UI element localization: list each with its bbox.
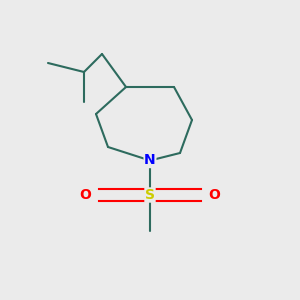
Text: N: N <box>144 154 156 167</box>
Text: O: O <box>80 188 92 202</box>
Text: S: S <box>145 188 155 202</box>
Text: O: O <box>208 188 220 202</box>
